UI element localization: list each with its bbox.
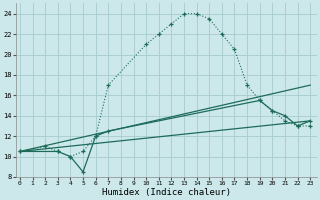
- X-axis label: Humidex (Indice chaleur): Humidex (Indice chaleur): [102, 188, 231, 197]
